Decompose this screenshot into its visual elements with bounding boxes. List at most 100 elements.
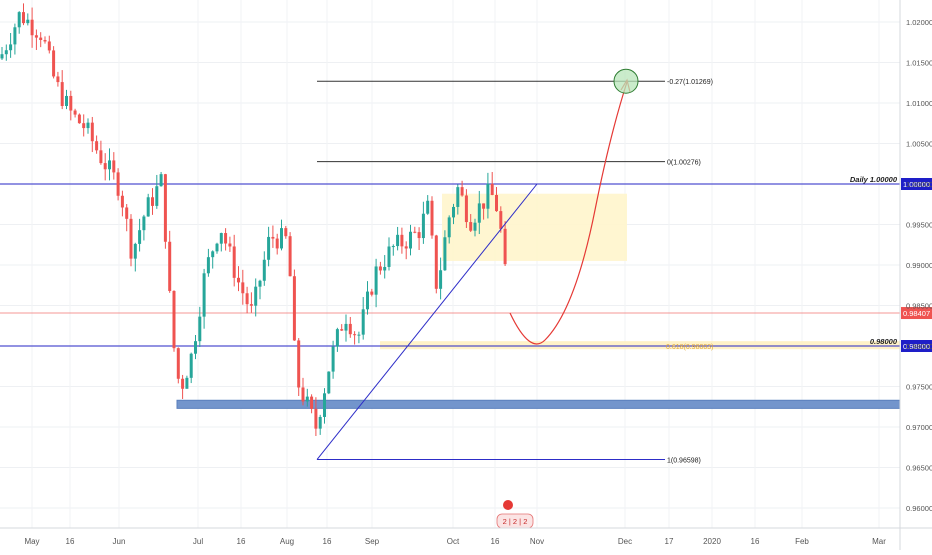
x-tick-label: Aug <box>280 537 294 546</box>
candle-body <box>477 203 481 223</box>
price-badge-label: 0.98407 <box>903 309 930 318</box>
candle-body <box>245 293 249 305</box>
candle-body <box>198 316 202 342</box>
candle-body <box>443 237 447 271</box>
candle-body <box>90 122 94 142</box>
horizontal-lines <box>0 183 900 347</box>
y-tick-label: 1.02000 <box>906 18 932 27</box>
fib-level-label: 0.618(0.98003) <box>666 344 713 351</box>
candle-body <box>378 266 382 271</box>
x-tick-label: 16 <box>66 537 75 546</box>
x-tick-label: Nov <box>530 537 544 546</box>
horizontal-level-label: 0.98000 <box>870 337 898 346</box>
candle-body <box>357 334 361 336</box>
candle-body <box>60 82 64 107</box>
candle-body <box>404 246 408 249</box>
candle-body <box>125 207 129 219</box>
y-tick-label: 1.01000 <box>906 99 932 108</box>
candle-body <box>26 19 30 24</box>
labels: -0.27(1.01269) 0(1.00276) 0.618(0.98003) 1(… <box>496 79 932 529</box>
candle-body <box>232 246 236 278</box>
candle-body <box>163 174 167 242</box>
candle-body <box>112 160 116 173</box>
candle-body <box>77 114 81 124</box>
candle-body <box>237 277 240 283</box>
y-tick-label: 0.99500 <box>906 221 932 230</box>
candle-body <box>447 217 451 238</box>
candle-body <box>413 231 417 233</box>
candle-body <box>56 76 60 83</box>
x-tick-label: Jun <box>113 537 126 546</box>
candle-body <box>142 216 146 231</box>
candle-body <box>490 183 494 195</box>
candle-body <box>327 371 331 394</box>
candle-body <box>361 309 365 335</box>
candle-body <box>34 35 38 38</box>
candle-body <box>116 172 120 196</box>
x-tick-label: 16 <box>323 537 332 546</box>
candle-body <box>344 323 348 331</box>
candle-body <box>228 243 232 247</box>
x-tick-label: Jul <box>193 537 203 546</box>
candle-body <box>108 160 111 170</box>
candle-body <box>138 230 142 244</box>
candle-body <box>155 186 159 206</box>
price-badge <box>901 340 932 352</box>
candle-body <box>430 200 434 236</box>
candle-body <box>9 44 13 51</box>
candle-body <box>73 110 77 115</box>
candle-body <box>22 12 25 24</box>
candle-body <box>185 377 189 389</box>
candle-body <box>159 174 163 187</box>
candle-body <box>275 238 279 249</box>
candle-body <box>486 183 490 209</box>
price-badge-label: 1.00000 <box>903 180 930 189</box>
candle-body <box>219 233 223 244</box>
candle-body <box>314 408 318 429</box>
x-tick-label: Oct <box>447 537 460 546</box>
candle-body <box>262 259 266 281</box>
y-tick-label: 1.01500 <box>906 59 932 68</box>
candle-body <box>86 122 90 129</box>
y-tick-label: 0.97000 <box>906 423 932 432</box>
y-tick-label: 0.97500 <box>906 383 932 392</box>
candle-body <box>323 393 326 417</box>
candle-body <box>146 197 150 217</box>
candle-body <box>30 19 34 36</box>
candle-body <box>103 163 107 170</box>
candle-body <box>0 54 4 59</box>
candle-body <box>52 50 56 77</box>
candle-body <box>353 334 357 336</box>
candle-body <box>387 246 391 267</box>
candle-body <box>99 150 103 164</box>
candle-body <box>292 276 296 341</box>
watermark-count: 2 | 2 | 2 <box>503 517 528 526</box>
candle-body <box>391 246 395 248</box>
fib-level-label: -0.27(1.01269) <box>667 79 713 86</box>
y-tick-label: 0.96500 <box>906 464 932 473</box>
x-tick-label: 16 <box>237 537 246 546</box>
x-tick-label: Dec <box>618 537 632 546</box>
projection-path <box>509 81 628 345</box>
candle-body <box>172 290 176 349</box>
x-tick-label: Sep <box>365 537 380 546</box>
candle-body <box>39 37 43 41</box>
candles <box>0 3 507 437</box>
candle-body <box>47 41 51 51</box>
candle-body <box>503 228 507 265</box>
candle-body <box>469 222 473 231</box>
watermark-icon <box>503 500 513 510</box>
candle-body <box>194 341 197 354</box>
trendline <box>316 183 538 460</box>
candle-body <box>374 266 378 295</box>
candle-body <box>452 206 455 218</box>
candle-body <box>120 195 124 208</box>
candle-body <box>482 203 486 209</box>
candle-body <box>310 396 314 409</box>
candle-body <box>271 236 275 239</box>
candle-body <box>133 243 137 259</box>
x-tick-label: 17 <box>665 537 674 546</box>
candle-body <box>409 231 412 249</box>
